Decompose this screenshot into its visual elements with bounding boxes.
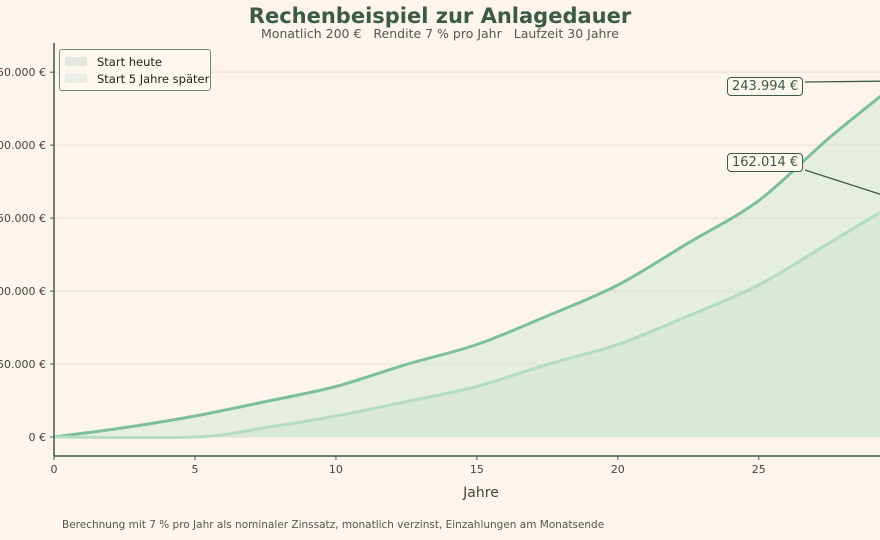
legend-item-today: Start heute [60, 53, 210, 70]
y-tick-label: 0 € [29, 431, 47, 444]
y-tick-label: 200.000 € [0, 139, 46, 152]
y-tick-label: 250.000 € [0, 66, 46, 79]
subtitle-monthly: Monatlich 200 € [261, 26, 362, 41]
y-tick-label: 100.000 € [0, 285, 46, 298]
footnote: Berechnung mit 7 % pro Jahr als nominale… [62, 519, 605, 531]
x-tick-label: 5 [191, 463, 198, 476]
subtitle-return: Rendite 7 % pro Jahr [373, 26, 502, 41]
annotation-leader [804, 80, 880, 83]
legend-swatch-later [65, 74, 87, 83]
legend-label-later: Start 5 Jahre später [97, 71, 210, 86]
chart-title: Rechenbeispiel zur Anlagedauer [248, 4, 632, 28]
x-tick-label: 10 [329, 463, 343, 476]
legend: Start heute Start 5 Jahre später [59, 49, 211, 91]
callout-later-final: 162.014 € [727, 153, 804, 172]
legend-item-later: Start 5 Jahre später [60, 70, 210, 87]
x-tick-label: 15 [470, 463, 484, 476]
line-later [52, 210, 880, 440]
legend-swatch-today [65, 57, 87, 66]
line-today [52, 94, 880, 439]
legend-label-today: Start heute [97, 54, 162, 69]
x-tick-label: 0 [51, 463, 58, 476]
y-tick-label: 150.000 € [0, 212, 46, 225]
x-tick-label: 20 [611, 463, 625, 476]
y-tick-label: 50.000 € [0, 358, 46, 371]
subtitle-duration: Laufzeit 30 Jahre [513, 26, 619, 41]
x-tick-label: 25 [752, 463, 766, 476]
x-axis-label: Jahre [463, 485, 499, 501]
area-later [54, 212, 880, 438]
chart-subtitle: Monatlich 200 € Rendite 7 % pro Jahr Lau… [0, 26, 880, 41]
annotation-leader [804, 169, 880, 195]
callout-today-final: 243.994 € [727, 77, 804, 96]
